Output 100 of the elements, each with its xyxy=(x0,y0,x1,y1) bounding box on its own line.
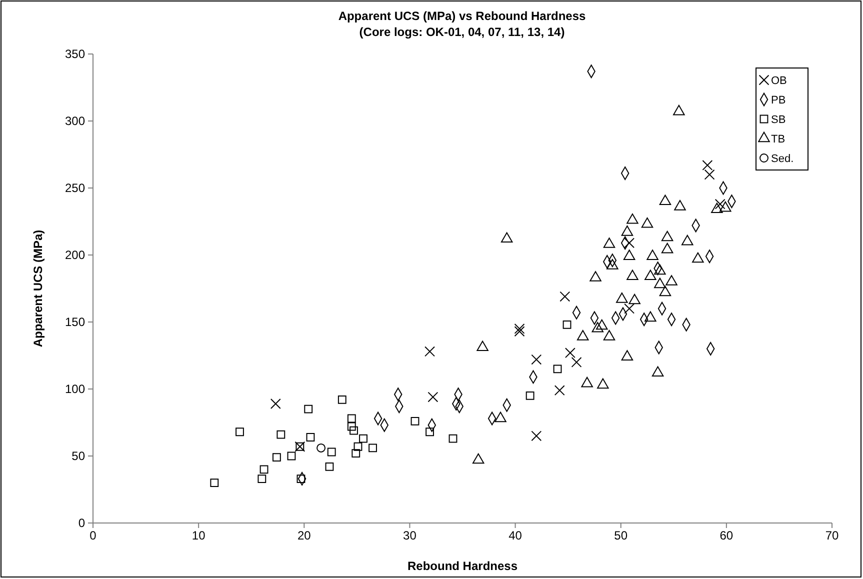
point xyxy=(306,433,315,442)
point xyxy=(272,453,281,462)
point xyxy=(258,474,266,483)
x-axis-title: Rebound Hardness xyxy=(407,559,518,573)
point xyxy=(494,412,506,422)
point xyxy=(270,398,281,409)
point xyxy=(590,271,602,282)
point xyxy=(350,426,358,435)
point xyxy=(661,242,674,254)
x-tick-label: 30 xyxy=(403,528,417,543)
point xyxy=(628,294,640,304)
x-tick-label: 60 xyxy=(720,528,734,543)
point xyxy=(410,416,420,426)
point xyxy=(426,428,434,436)
point xyxy=(210,478,219,488)
point xyxy=(562,320,572,329)
point xyxy=(347,422,356,431)
point xyxy=(576,330,589,340)
legend-label: Sed. xyxy=(771,153,794,165)
point xyxy=(560,291,570,302)
point xyxy=(327,448,336,456)
point xyxy=(692,252,704,263)
point xyxy=(714,198,726,210)
point xyxy=(287,452,296,460)
point xyxy=(626,213,638,224)
point xyxy=(276,430,286,439)
point xyxy=(354,442,362,451)
point xyxy=(596,319,608,330)
y-tick-label: 150 xyxy=(64,314,86,329)
point xyxy=(704,169,715,180)
x-tick-label: 70 xyxy=(825,528,839,543)
y-tick-label: 350 xyxy=(64,46,86,61)
point xyxy=(564,348,576,358)
x-tick-label: 50 xyxy=(614,528,628,543)
point xyxy=(666,275,678,286)
point xyxy=(236,428,244,436)
y-tick-label: 250 xyxy=(64,180,86,195)
y-tick-label: 50 xyxy=(72,448,86,463)
point xyxy=(368,444,377,452)
point xyxy=(654,264,666,275)
point xyxy=(316,443,326,452)
point xyxy=(347,414,356,423)
point xyxy=(325,462,334,471)
legend-label: OB xyxy=(771,75,787,87)
y-axis-title: Apparent UCS (MPa) xyxy=(31,230,45,348)
point xyxy=(674,200,686,210)
point xyxy=(626,270,638,280)
point xyxy=(621,350,634,360)
x-tick-label: 40 xyxy=(508,528,522,543)
point xyxy=(448,434,458,443)
point xyxy=(654,278,666,288)
point xyxy=(624,238,635,248)
point xyxy=(641,217,654,228)
x-tick-label: 0 xyxy=(90,528,97,543)
point xyxy=(623,250,636,260)
point xyxy=(616,292,628,303)
point xyxy=(304,404,313,414)
point xyxy=(338,396,346,404)
point xyxy=(659,194,672,205)
chart-title: Apparent UCS (MPa) vs Rebound Hardness xyxy=(338,9,586,23)
point xyxy=(603,330,616,340)
point xyxy=(526,391,534,400)
point xyxy=(514,326,525,337)
point xyxy=(621,226,634,236)
point xyxy=(581,376,593,388)
point xyxy=(597,378,609,389)
point xyxy=(624,303,635,314)
point xyxy=(659,286,672,296)
x-tick-label: 10 xyxy=(192,528,206,543)
point xyxy=(472,453,484,464)
y-tick-label: 200 xyxy=(64,248,86,262)
point xyxy=(571,356,582,368)
point xyxy=(652,366,664,377)
point xyxy=(352,449,360,458)
point xyxy=(661,230,674,242)
point xyxy=(500,232,513,243)
point xyxy=(296,474,306,483)
point xyxy=(646,250,658,260)
point xyxy=(702,160,713,170)
point xyxy=(644,270,656,280)
point xyxy=(531,430,542,442)
point xyxy=(606,259,618,270)
point xyxy=(260,465,268,474)
legend-label: TB xyxy=(771,134,786,146)
point xyxy=(592,322,604,332)
point xyxy=(476,340,488,352)
point xyxy=(531,354,542,365)
legend-label: PB xyxy=(771,94,786,106)
legend-label: SB xyxy=(771,114,786,126)
point xyxy=(554,385,565,396)
point xyxy=(553,364,562,374)
point xyxy=(424,346,435,357)
point xyxy=(428,392,438,402)
y-tick-label: 300 xyxy=(64,114,86,128)
y-tick-label: 100 xyxy=(64,382,86,396)
point xyxy=(720,201,732,212)
point xyxy=(681,234,694,246)
chart-subtitle: (Core logs: OK-01, 04, 07, 11, 13, 14) xyxy=(359,25,565,39)
point xyxy=(673,104,685,116)
point xyxy=(644,311,656,322)
